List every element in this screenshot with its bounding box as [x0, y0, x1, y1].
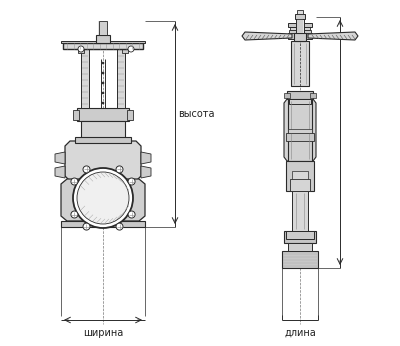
- Bar: [284, 93, 290, 98]
- Circle shape: [116, 223, 123, 230]
- Bar: [295, 14, 305, 19]
- Circle shape: [102, 92, 104, 94]
- Polygon shape: [284, 99, 316, 161]
- Bar: [81, 121, 125, 139]
- Text: высота: высота: [178, 109, 214, 119]
- Circle shape: [71, 178, 78, 185]
- Circle shape: [83, 166, 90, 173]
- Circle shape: [83, 223, 90, 230]
- Bar: [99, 21, 107, 35]
- Bar: [63, 43, 143, 49]
- Bar: [96, 35, 110, 43]
- Bar: [77, 108, 129, 121]
- Bar: [81, 49, 89, 108]
- Circle shape: [71, 211, 78, 218]
- Polygon shape: [141, 166, 151, 178]
- Bar: [78, 45, 84, 53]
- Bar: [289, 99, 311, 104]
- Polygon shape: [65, 141, 141, 181]
- Polygon shape: [308, 32, 358, 40]
- Bar: [288, 129, 312, 133]
- Bar: [122, 45, 128, 53]
- Circle shape: [102, 72, 104, 74]
- Bar: [292, 171, 308, 179]
- Bar: [61, 41, 145, 43]
- Bar: [288, 243, 312, 251]
- Bar: [288, 99, 312, 161]
- Text: ширина: ширина: [83, 328, 123, 338]
- Bar: [127, 110, 133, 120]
- Bar: [287, 91, 313, 99]
- Text: длина: длина: [284, 328, 316, 338]
- Bar: [294, 33, 306, 41]
- Circle shape: [128, 178, 135, 185]
- Bar: [117, 49, 125, 108]
- Polygon shape: [55, 166, 65, 178]
- Circle shape: [78, 46, 84, 52]
- Polygon shape: [61, 179, 145, 221]
- Circle shape: [102, 82, 104, 84]
- Circle shape: [77, 172, 129, 224]
- Bar: [297, 10, 303, 14]
- Bar: [292, 191, 308, 231]
- Polygon shape: [55, 152, 65, 164]
- Bar: [291, 41, 309, 86]
- Bar: [282, 251, 318, 268]
- Circle shape: [73, 168, 133, 228]
- Bar: [310, 93, 316, 98]
- Circle shape: [128, 211, 135, 218]
- Bar: [286, 161, 314, 191]
- Bar: [284, 231, 316, 243]
- Polygon shape: [141, 152, 151, 164]
- Circle shape: [128, 46, 134, 52]
- Bar: [286, 231, 314, 239]
- Bar: [73, 110, 79, 120]
- Bar: [61, 221, 145, 227]
- Bar: [75, 137, 131, 143]
- Bar: [296, 17, 304, 33]
- Circle shape: [116, 166, 123, 173]
- Circle shape: [102, 62, 104, 64]
- Bar: [288, 33, 312, 39]
- Bar: [289, 30, 311, 33]
- Circle shape: [102, 102, 104, 104]
- Bar: [75, 44, 131, 49]
- Bar: [290, 179, 310, 191]
- Polygon shape: [242, 32, 292, 40]
- Bar: [286, 133, 314, 141]
- Bar: [290, 27, 310, 30]
- Bar: [288, 23, 312, 27]
